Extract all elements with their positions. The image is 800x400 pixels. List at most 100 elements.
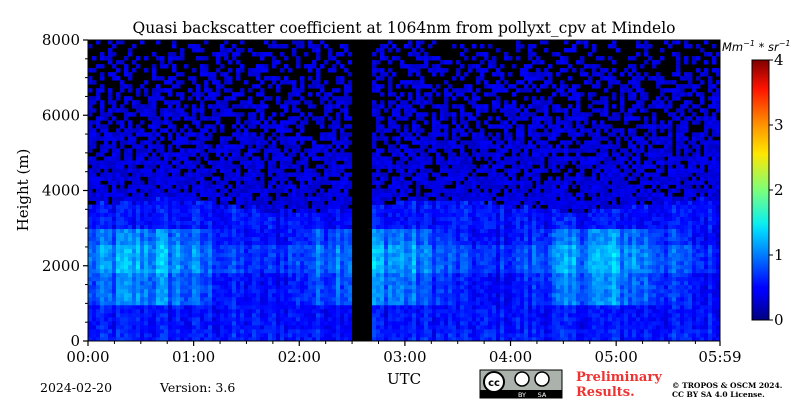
heat-cell: [448, 248, 453, 254]
heat-cell: [108, 272, 113, 278]
heat-cell: [372, 196, 377, 201]
heat-cell: [196, 336, 201, 341]
heat-cell: [320, 96, 325, 101]
heat-cell: [248, 140, 253, 145]
heat-cell: [288, 320, 293, 326]
heat-cell: [384, 288, 389, 294]
heat-cell: [136, 200, 141, 205]
heat-cell: [140, 128, 145, 133]
heat-cell: [232, 188, 237, 193]
heat-cell: [288, 248, 293, 254]
heat-cell: [420, 144, 425, 149]
heat-cell: [236, 332, 241, 338]
heat-cell: [120, 140, 125, 145]
heat-cell: [100, 332, 105, 338]
heat-cell: [232, 172, 237, 177]
heat-cell: [300, 216, 305, 221]
heat-cell: [320, 244, 325, 250]
heat-cell: [272, 332, 277, 338]
heat-cell: [120, 320, 125, 326]
heat-cell: [244, 336, 249, 341]
heat-cell: [132, 104, 137, 109]
heat-cell: [424, 176, 429, 181]
heat-cell: [236, 232, 241, 238]
heat-cell: [384, 232, 389, 238]
heat-cell: [444, 336, 449, 341]
heat-cell: [344, 224, 349, 230]
heat-cell: [336, 80, 341, 85]
heat-cell: [88, 176, 93, 181]
heat-cell: [168, 184, 173, 189]
heat-cell: [396, 276, 401, 282]
heat-cell: [220, 136, 225, 141]
heat-cell: [220, 224, 225, 230]
heat-cell: [172, 140, 177, 145]
heat-cell: [252, 248, 257, 254]
heat-cell: [172, 44, 177, 49]
heat-cell: [204, 80, 209, 85]
heat-cell: [236, 132, 241, 137]
heat-cell: [420, 220, 425, 226]
heat-cell: [288, 152, 293, 157]
heat-cell: [320, 124, 325, 129]
heat-cell: [264, 264, 269, 270]
heat-cell: [172, 220, 177, 226]
heat-cell: [344, 68, 349, 73]
heat-cell: [216, 152, 221, 157]
heat-cell: [208, 96, 213, 101]
heat-cell: [332, 156, 337, 161]
heat-cell: [296, 60, 301, 65]
heat-cell: [236, 68, 241, 73]
heat-cell: [244, 120, 249, 125]
heat-cell: [172, 272, 177, 278]
heat-cell: [292, 244, 297, 250]
heat-cell: [376, 256, 381, 262]
heat-cell: [412, 152, 417, 157]
heat-cell: [328, 100, 333, 105]
heat-cell: [204, 64, 209, 69]
heat-cell: [456, 300, 461, 306]
heat-cell: [112, 312, 117, 318]
heat-cell: [212, 256, 217, 262]
heat-cell: [128, 152, 133, 157]
heat-cell: [164, 232, 169, 238]
heat-cell: [436, 212, 441, 217]
heat-cell: [308, 112, 313, 117]
heat-cell: [244, 236, 249, 242]
heat-cell: [336, 88, 341, 93]
heat-cell: [320, 316, 325, 322]
heat-cell: [192, 160, 197, 165]
heat-cell: [232, 260, 237, 266]
heat-cell: [140, 268, 145, 274]
heat-cell: [196, 244, 201, 250]
heat-cell: [196, 160, 201, 165]
heat-cell: [292, 296, 297, 302]
heat-cell: [208, 196, 213, 201]
heat-cell: [316, 288, 321, 294]
heat-cell: [436, 288, 441, 294]
heat-cell: [212, 212, 217, 217]
heat-cell: [240, 316, 245, 322]
heat-cell: [200, 240, 205, 246]
heat-cell: [168, 180, 173, 185]
heat-cell: [88, 44, 93, 49]
heat-cell: [300, 88, 305, 93]
heat-cell: [164, 288, 169, 294]
heat-cell: [200, 328, 205, 334]
heat-cell: [336, 248, 341, 254]
heat-cell: [152, 220, 157, 226]
heat-cell: [348, 300, 353, 306]
heat-cell: [108, 204, 113, 209]
heat-cell: [404, 204, 409, 209]
heat-cell: [376, 320, 381, 326]
heat-cell: [248, 100, 253, 105]
heat-cell: [260, 244, 265, 250]
heat-cell: [248, 220, 253, 226]
heat-cell: [220, 148, 225, 153]
heat-cell: [216, 92, 221, 97]
heat-cell: [100, 312, 105, 318]
heat-cell: [196, 132, 201, 137]
heat-cell: [276, 76, 281, 81]
heat-cell: [432, 332, 437, 338]
heat-cell: [164, 264, 169, 270]
